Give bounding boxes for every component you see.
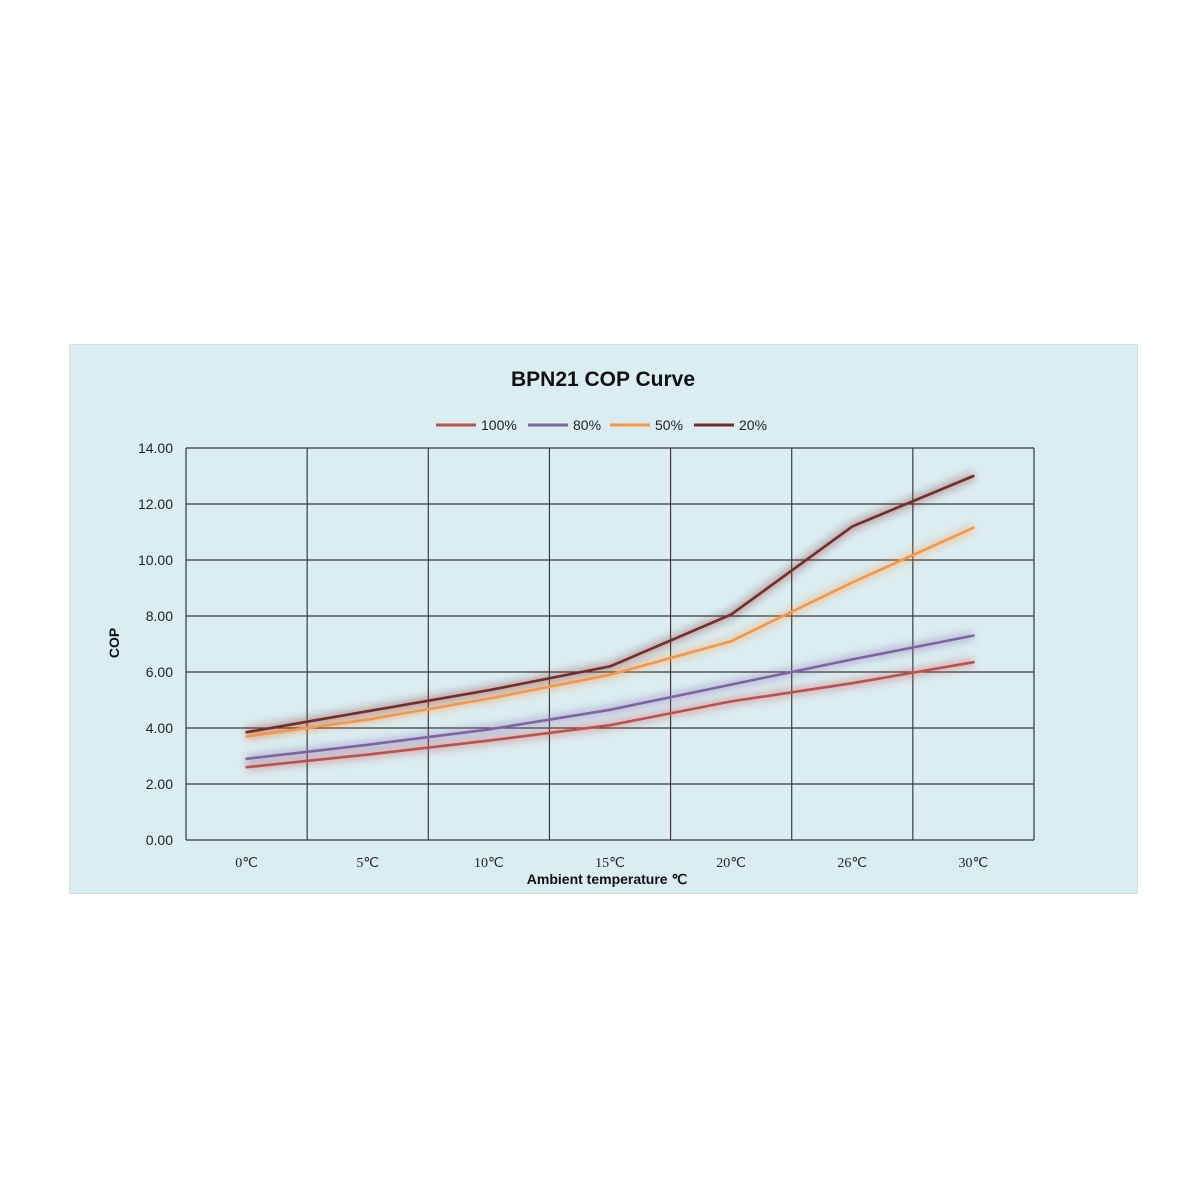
y-tick-label-2: 4.00	[146, 720, 173, 736]
legend-label-2: 50%	[655, 417, 683, 433]
chart-title: BPN21 COP Curve	[511, 368, 695, 391]
y-tick-label-1: 2.00	[146, 776, 173, 792]
legend-label-1: 80%	[573, 417, 601, 433]
series-glow-3	[245, 471, 976, 737]
x-tick-label-1: 5℃	[356, 856, 379, 871]
y-tick-label-0: 0.00	[146, 832, 173, 848]
x-axis-label: Ambient temperature ℃	[527, 871, 688, 887]
chart-panel: BPN21 COP Curve 100% 80% 50% 20% 0.00 2.00 4.…	[69, 344, 1138, 894]
x-tick-label-0: 0℃	[235, 856, 258, 871]
y-axis-ticks: 0.00 2.00 4.00 6.00 8.00 10.00 12.00 14.00	[138, 440, 173, 848]
y-tick-label-5: 10.00	[138, 552, 173, 568]
y-axis-label: COP	[106, 628, 122, 658]
plot-grid	[185, 447, 1035, 841]
x-tick-label-5: 26℃	[837, 856, 867, 871]
x-tick-label-3: 15℃	[595, 856, 625, 871]
y-tick-label-3: 6.00	[146, 664, 173, 680]
x-tick-label-4: 20℃	[716, 856, 746, 871]
cop-line-chart: BPN21 COP Curve 100% 80% 50% 20% 0.00 2.00 4.…	[106, 368, 1035, 887]
x-tick-label-6: 30℃	[959, 856, 989, 871]
series-glow-2	[245, 523, 976, 741]
series-line-3	[245, 474, 975, 734]
legend-label-3: 20%	[739, 417, 767, 433]
y-tick-label-6: 12.00	[138, 496, 173, 512]
series-glow-layer	[245, 471, 976, 772]
chart-legend: 100% 80% 50% 20%	[436, 417, 767, 433]
y-tick-label-4: 8.00	[146, 608, 173, 624]
series-line-1	[245, 634, 975, 761]
series-line-2	[245, 526, 975, 738]
series-glow-1	[246, 631, 975, 764]
x-axis-ticks: 0℃ 5℃ 10℃ 15℃ 20℃ 26℃ 30℃	[235, 856, 988, 871]
x-tick-label-2: 10℃	[474, 856, 504, 871]
series-line-0	[245, 660, 975, 769]
series-lines	[245, 474, 975, 769]
legend-label-0: 100%	[481, 417, 517, 433]
y-tick-label-7: 14.00	[138, 440, 173, 456]
